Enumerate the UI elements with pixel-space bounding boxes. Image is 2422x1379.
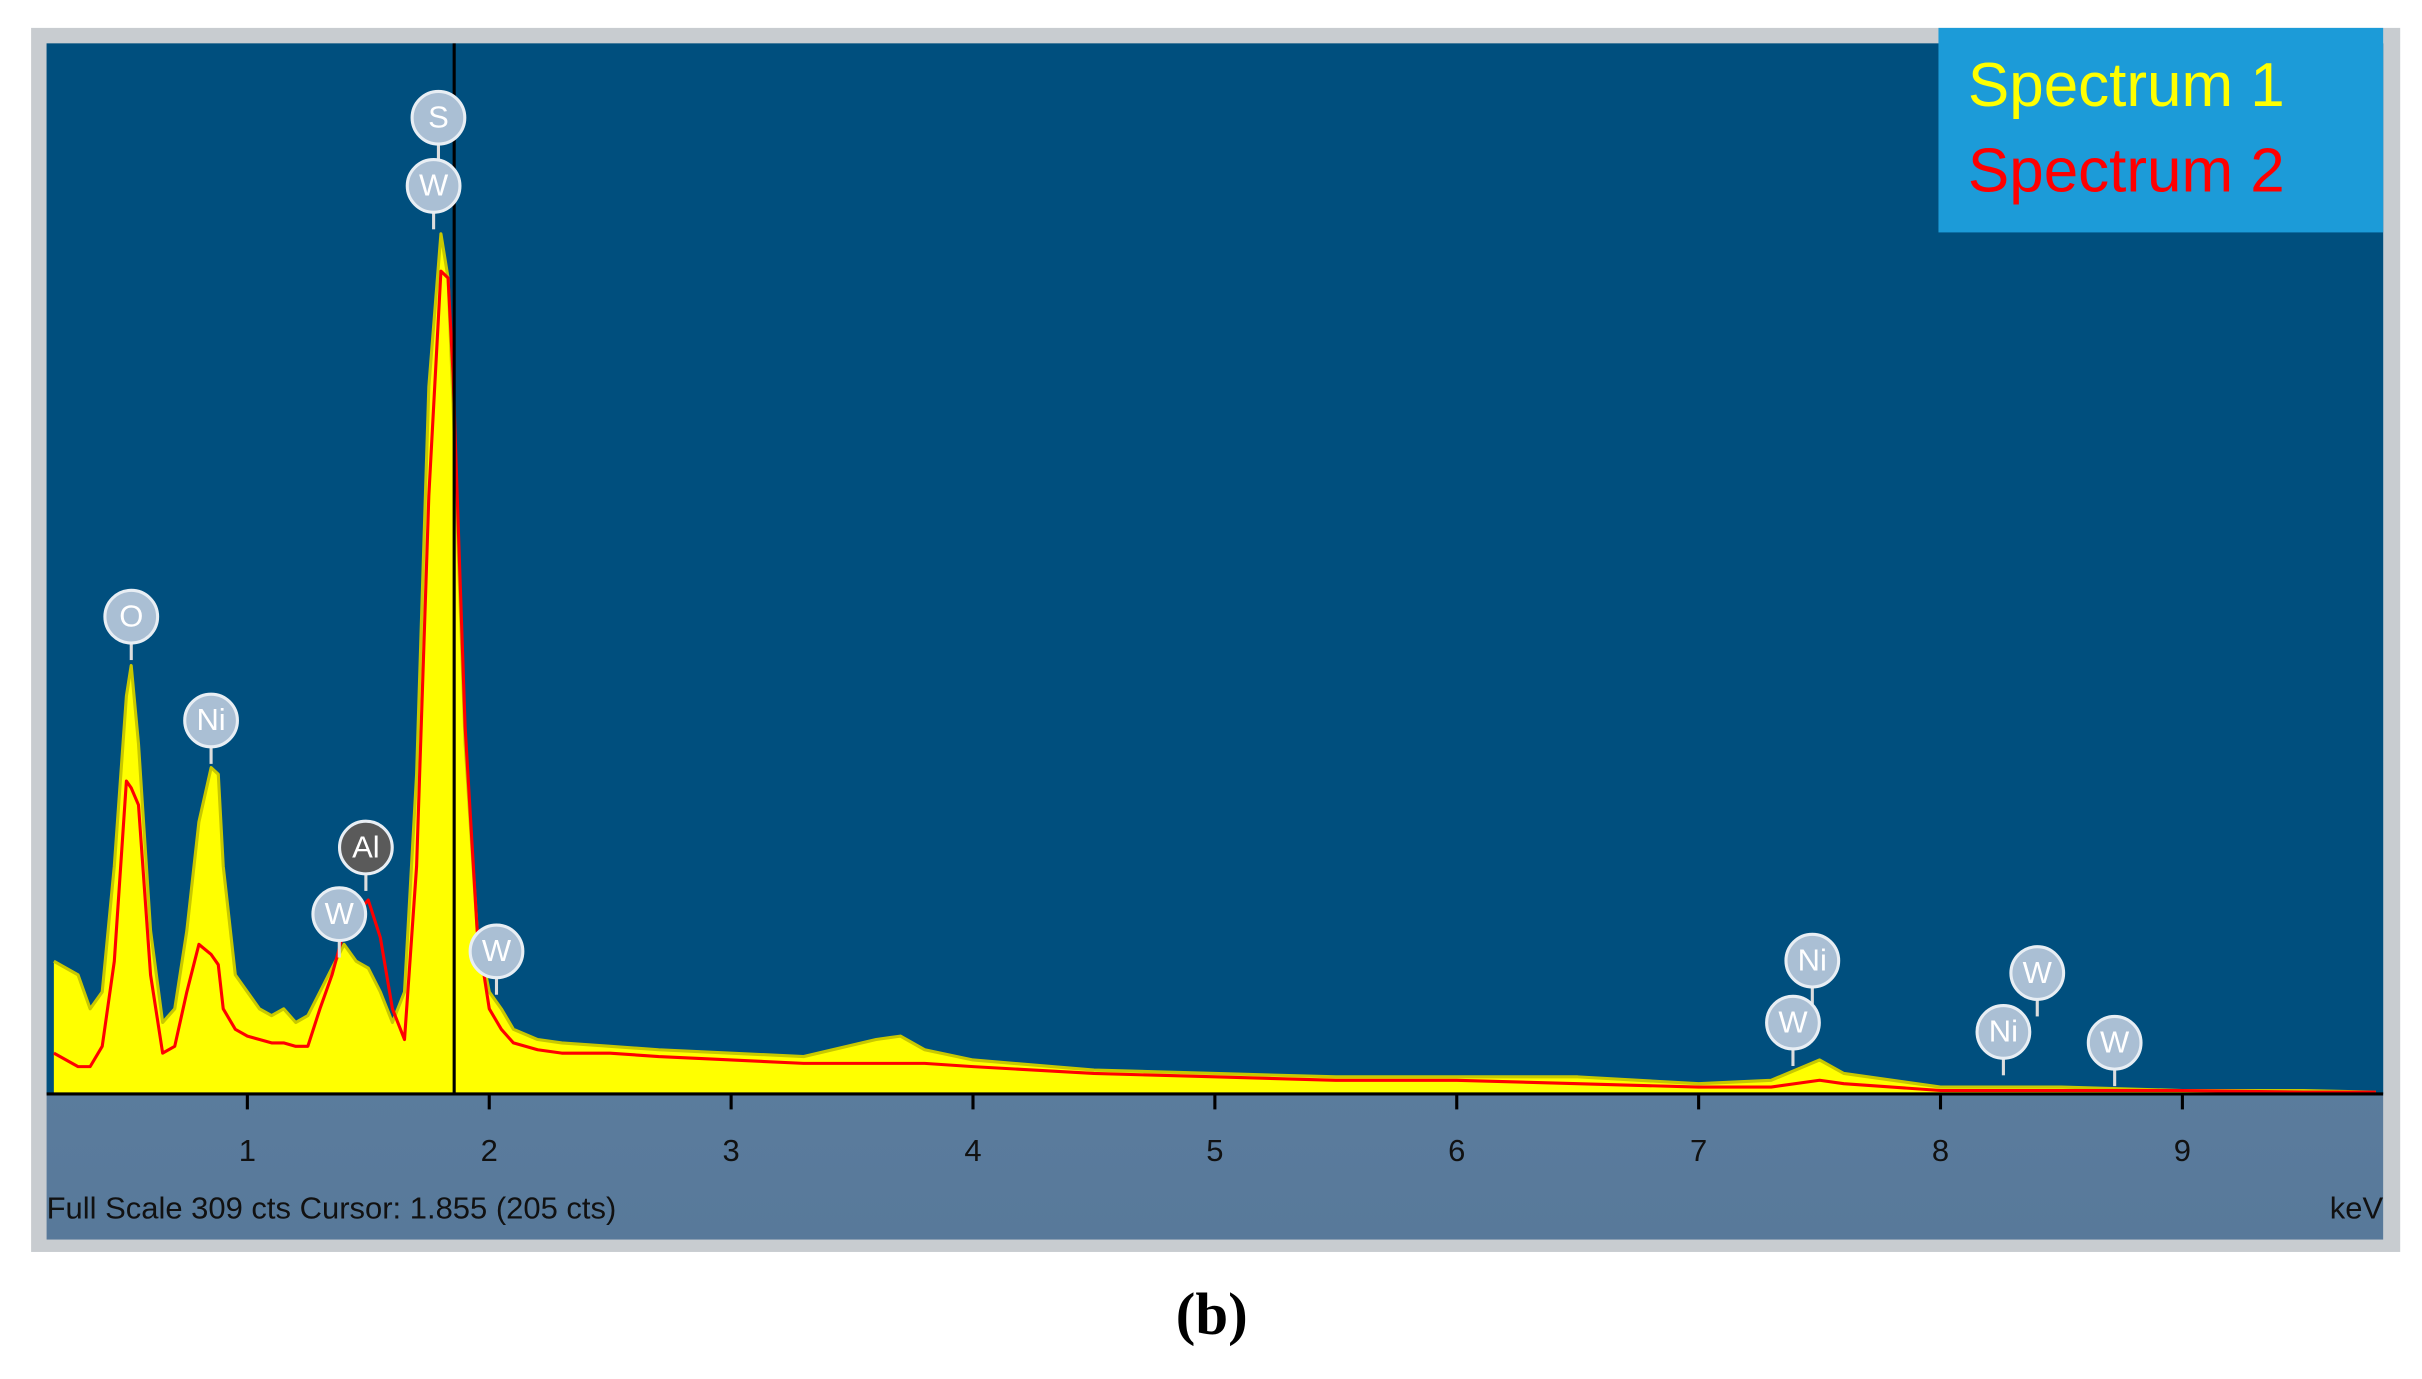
element-marker	[1784, 932, 1841, 989]
element-label: W	[2023, 955, 2053, 990]
x-axis-label: keV	[2330, 1190, 2384, 1225]
element-label: Ni	[196, 702, 225, 737]
x-tick-label: 5	[1206, 1133, 1223, 1168]
element-label: Ni	[1798, 942, 1827, 977]
x-tick-label: 9	[2174, 1133, 2191, 1168]
element-marker	[1975, 1004, 2032, 1060]
element-label: W	[1778, 1004, 1808, 1039]
element-marker	[1765, 994, 1821, 1051]
status-text: Full Scale 309 cts Cursor: 1.855 (205 ct…	[47, 1190, 617, 1225]
element-label: O	[119, 598, 143, 633]
legend-box	[1938, 27, 2384, 233]
x-tick-label: 6	[1448, 1133, 1465, 1168]
spectrum-line	[53, 269, 2376, 1094]
x-tick-label: 8	[1932, 1133, 1949, 1168]
element-label: W	[482, 933, 512, 968]
element-label: W	[419, 168, 449, 203]
element-label: Ni	[1989, 1014, 2018, 1049]
element-marker	[2009, 945, 2066, 1001]
x-tick-label: 7	[1690, 1133, 1707, 1168]
element-label: S	[428, 99, 449, 134]
legend-entry: Spectrum 2	[1968, 136, 2285, 205]
x-tick-label: 4	[964, 1133, 981, 1168]
caption: (b)	[1176, 1282, 1248, 1347]
element-label: W	[325, 896, 355, 931]
element-marker	[183, 692, 239, 749]
element-label: W	[2100, 1025, 2130, 1060]
element-marker	[405, 158, 462, 214]
element-marker	[468, 923, 525, 980]
element-marker	[103, 588, 160, 645]
x-tick-label: 3	[722, 1133, 739, 1168]
element-marker	[410, 89, 467, 146]
legend-entry: Spectrum 1	[1968, 51, 2285, 120]
element-marker	[311, 886, 368, 943]
x-tick-label: 2	[481, 1133, 498, 1168]
element-marker	[2086, 1014, 2143, 1071]
plot	[53, 43, 2376, 1094]
element-label: Al	[352, 829, 380, 864]
element-marker	[337, 819, 394, 876]
x-tick-label: 1	[239, 1133, 256, 1168]
spectrum-line	[53, 232, 2376, 1094]
